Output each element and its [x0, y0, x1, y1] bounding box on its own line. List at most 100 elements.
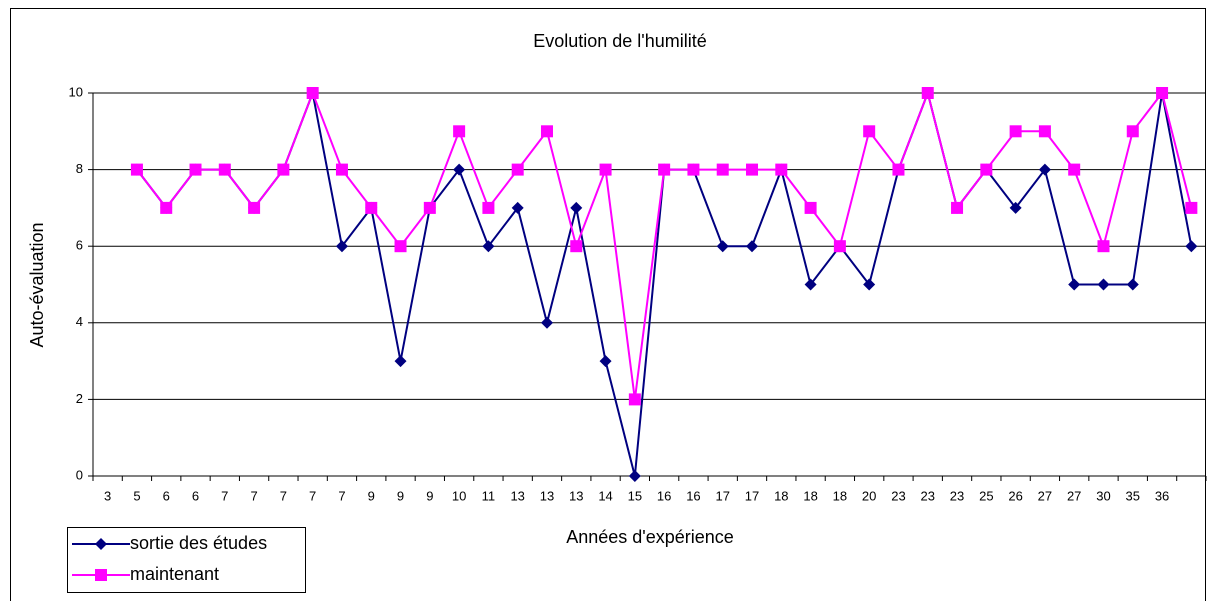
- point: [746, 240, 759, 253]
- point: [394, 240, 407, 253]
- point: [716, 163, 729, 176]
- point: [365, 201, 378, 214]
- point: [1185, 240, 1198, 253]
- point: [95, 538, 107, 550]
- x-tick-label: 36: [1155, 488, 1169, 503]
- point: [1038, 125, 1051, 138]
- point: [453, 125, 466, 138]
- x-tick-label: 13: [540, 488, 554, 503]
- point: [628, 393, 641, 406]
- point: [540, 125, 553, 138]
- x-tick-label: 13: [510, 488, 524, 503]
- point: [951, 201, 964, 214]
- x-tick-label: 6: [163, 488, 170, 503]
- x-tick-label: 26: [1008, 488, 1022, 503]
- x-tick-label: 35: [1126, 488, 1140, 503]
- point: [248, 201, 261, 214]
- point: [1009, 201, 1022, 214]
- point: [570, 201, 583, 214]
- point: [482, 201, 495, 214]
- point: [335, 163, 348, 176]
- x-tick-label: 7: [250, 488, 257, 503]
- point: [892, 163, 905, 176]
- x-tick-label: 11: [482, 488, 496, 503]
- x-tick-label: 20: [862, 488, 876, 503]
- y-tick-label: 2: [76, 391, 83, 406]
- x-tick-label: 23: [921, 488, 935, 503]
- x-tick-label: 13: [569, 488, 583, 503]
- point: [1068, 163, 1081, 176]
- x-tick-label: 6: [192, 488, 199, 503]
- point: [189, 163, 202, 176]
- x-tick-label: 10: [452, 488, 466, 503]
- point: [687, 163, 700, 176]
- point: [511, 163, 524, 176]
- point: [658, 163, 671, 176]
- x-tick-label: 23: [891, 488, 905, 503]
- point: [1038, 163, 1051, 176]
- point: [628, 470, 641, 482]
- point: [863, 278, 876, 291]
- point: [130, 163, 143, 176]
- point: [423, 201, 436, 214]
- x-tick-label: 17: [715, 488, 729, 503]
- point: [511, 201, 524, 214]
- y-tick-label: 4: [76, 314, 83, 329]
- x-tick-label: 5: [133, 488, 140, 503]
- point: [716, 240, 729, 253]
- y-axis-label: Auto-évaluation: [27, 222, 47, 347]
- x-tick-label: 7: [221, 488, 228, 503]
- y-tick-label: 0: [76, 467, 83, 482]
- point: [95, 569, 107, 581]
- point: [1097, 278, 1110, 291]
- x-tick-label: 30: [1096, 488, 1110, 503]
- point: [335, 240, 348, 253]
- x-tick-label: 25: [979, 488, 993, 503]
- point: [306, 87, 319, 99]
- chart-border: [10, 8, 1206, 606]
- legend-label: maintenant: [130, 564, 219, 584]
- x-axis-label: Années d'expérience: [566, 527, 734, 547]
- y-tick-label: 8: [76, 161, 83, 176]
- point: [453, 163, 466, 176]
- point: [394, 355, 407, 368]
- x-tick-label: 3: [104, 488, 111, 503]
- point: [833, 240, 846, 253]
- y-tick-label: 6: [76, 238, 83, 253]
- x-tick-label: 17: [745, 488, 759, 503]
- x-tick-label: 7: [309, 488, 316, 503]
- x-tick-label: 7: [280, 488, 287, 503]
- x-tick-label: 27: [1067, 488, 1081, 503]
- point: [540, 316, 553, 329]
- point: [482, 240, 495, 253]
- x-tick-label: 18: [803, 488, 817, 503]
- point: [1126, 125, 1139, 138]
- x-tick-label: 9: [368, 488, 375, 503]
- point: [160, 201, 173, 214]
- x-tick-label: 27: [1038, 488, 1052, 503]
- x-tick-label: 16: [657, 488, 671, 503]
- point: [921, 87, 934, 99]
- point: [1068, 278, 1081, 291]
- x-tick-label: 9: [426, 488, 433, 503]
- x-tick-label: 9: [397, 488, 404, 503]
- point: [804, 201, 817, 214]
- point: [570, 240, 583, 253]
- point: [863, 125, 876, 138]
- x-tick-label: 16: [686, 488, 700, 503]
- point: [1156, 87, 1169, 99]
- point: [218, 163, 231, 176]
- point: [599, 355, 612, 368]
- legend-box: [67, 527, 306, 593]
- x-tick-label: 18: [774, 488, 788, 503]
- point: [1185, 201, 1198, 214]
- point: [980, 163, 993, 176]
- point: [1097, 240, 1110, 253]
- point: [277, 163, 290, 176]
- point: [746, 163, 759, 176]
- point: [804, 278, 817, 291]
- chart-title: Evolution de l'humilité: [533, 31, 707, 51]
- point: [775, 163, 788, 176]
- legend-label: sortie des études: [130, 533, 267, 553]
